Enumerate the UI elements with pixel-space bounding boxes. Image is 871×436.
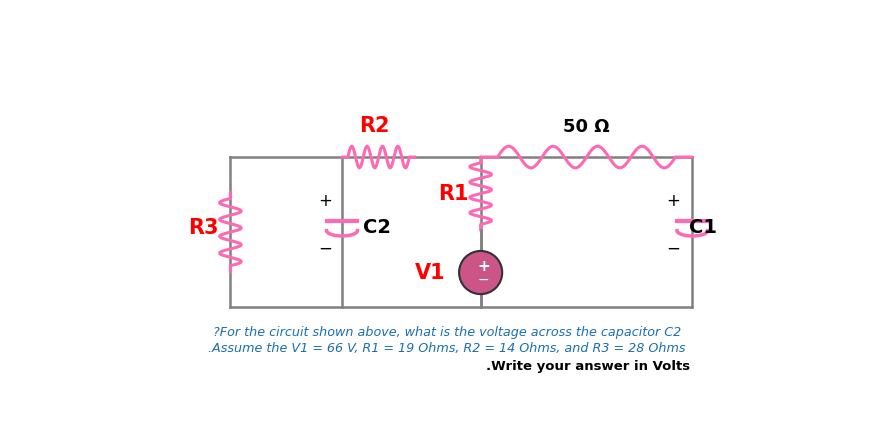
Text: R1: R1	[438, 184, 469, 204]
Circle shape	[459, 251, 503, 294]
Text: C1: C1	[689, 218, 717, 237]
Text: .Write your answer in Volts: .Write your answer in Volts	[486, 360, 691, 373]
Text: R3: R3	[188, 218, 219, 238]
Text: −: −	[318, 240, 332, 258]
Text: −: −	[666, 240, 680, 258]
Text: .Assume the V1 = 66 V, R1 = 19 Ohms, R2 = 14 Ohms, and R3 = 28 Ohms: .Assume the V1 = 66 V, R1 = 19 Ohms, R2 …	[208, 341, 685, 354]
Text: C2: C2	[363, 218, 391, 237]
Text: +: +	[318, 192, 332, 210]
Text: R2: R2	[360, 116, 390, 136]
Text: ?For the circuit shown above, what is the voltage across the capacitor C2: ?For the circuit shown above, what is th…	[213, 326, 681, 339]
Text: 50 Ω: 50 Ω	[564, 118, 610, 136]
Text: −: −	[478, 273, 490, 287]
Text: +: +	[477, 259, 490, 274]
Text: V1: V1	[415, 262, 446, 283]
Text: +: +	[666, 192, 680, 210]
